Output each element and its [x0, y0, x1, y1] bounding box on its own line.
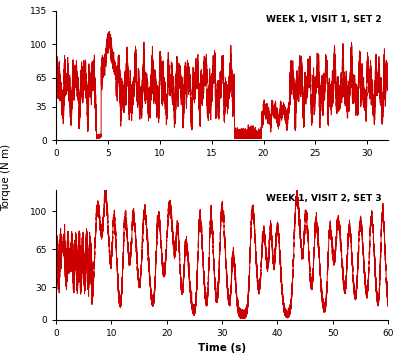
- Text: WEEK 1, VISIT 1, SET 2: WEEK 1, VISIT 1, SET 2: [266, 15, 381, 23]
- Text: Torque (N m): Torque (N m): [1, 144, 11, 211]
- Text: WEEK 1, VISIT 2, SET 3: WEEK 1, VISIT 2, SET 3: [266, 193, 381, 203]
- X-axis label: Time (s): Time (s): [198, 343, 246, 353]
